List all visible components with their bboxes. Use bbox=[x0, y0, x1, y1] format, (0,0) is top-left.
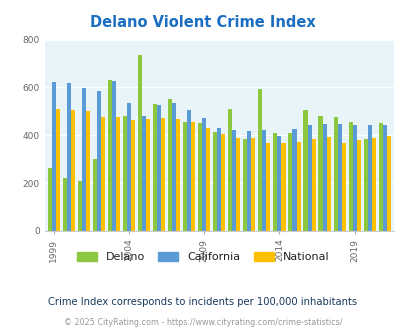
Bar bbox=[348, 122, 352, 231]
Bar bbox=[146, 119, 150, 231]
Bar bbox=[367, 125, 371, 231]
Bar bbox=[232, 130, 236, 231]
Bar bbox=[266, 143, 270, 231]
Bar bbox=[333, 117, 337, 231]
Bar bbox=[341, 143, 345, 231]
Bar bbox=[352, 125, 356, 231]
Bar bbox=[187, 110, 191, 231]
Bar bbox=[66, 83, 70, 231]
Bar bbox=[356, 140, 360, 231]
Bar bbox=[371, 138, 375, 231]
Bar bbox=[131, 120, 135, 231]
Bar bbox=[382, 124, 386, 231]
Text: Crime Index corresponds to incidents per 100,000 inhabitants: Crime Index corresponds to incidents per… bbox=[48, 297, 357, 307]
Bar bbox=[62, 178, 66, 231]
Bar bbox=[318, 116, 322, 231]
Bar bbox=[51, 82, 55, 231]
Bar bbox=[92, 159, 96, 231]
Bar bbox=[378, 123, 382, 231]
Bar bbox=[221, 134, 225, 231]
Bar bbox=[142, 116, 146, 231]
Bar bbox=[176, 119, 180, 231]
Bar bbox=[292, 129, 296, 231]
Bar bbox=[296, 142, 300, 231]
Bar bbox=[112, 82, 116, 231]
Bar bbox=[236, 138, 240, 231]
Bar bbox=[138, 55, 142, 231]
Bar bbox=[247, 131, 251, 231]
Bar bbox=[161, 117, 165, 231]
Bar bbox=[262, 130, 266, 231]
Bar bbox=[217, 128, 221, 231]
Bar bbox=[123, 116, 127, 231]
Bar bbox=[386, 137, 390, 231]
Bar bbox=[127, 103, 131, 231]
Bar bbox=[273, 133, 277, 231]
Bar bbox=[96, 91, 100, 231]
Bar bbox=[70, 110, 75, 231]
Bar bbox=[281, 144, 285, 231]
Legend: Delano, California, National: Delano, California, National bbox=[72, 248, 333, 267]
Text: Delano Violent Crime Index: Delano Violent Crime Index bbox=[90, 15, 315, 30]
Bar bbox=[100, 117, 104, 231]
Bar bbox=[116, 117, 120, 231]
Bar bbox=[198, 123, 202, 231]
Bar bbox=[108, 80, 112, 231]
Bar bbox=[288, 133, 292, 231]
Bar bbox=[157, 105, 161, 231]
Bar bbox=[251, 138, 255, 231]
Bar bbox=[307, 124, 311, 231]
Bar bbox=[311, 139, 315, 231]
Bar bbox=[81, 88, 85, 231]
Bar bbox=[202, 117, 206, 231]
Bar bbox=[172, 104, 176, 231]
Bar bbox=[326, 137, 330, 231]
Bar bbox=[168, 99, 172, 231]
Bar bbox=[213, 132, 217, 231]
Bar bbox=[322, 123, 326, 231]
Bar bbox=[55, 110, 60, 231]
Bar bbox=[206, 128, 210, 231]
Bar bbox=[243, 139, 247, 231]
Bar bbox=[277, 136, 281, 231]
Text: © 2025 CityRating.com - https://www.cityrating.com/crime-statistics/: © 2025 CityRating.com - https://www.city… bbox=[64, 318, 341, 327]
Bar bbox=[183, 122, 187, 231]
Bar bbox=[337, 123, 341, 231]
Bar bbox=[77, 181, 81, 231]
Bar bbox=[191, 122, 195, 231]
Bar bbox=[85, 112, 90, 231]
Bar bbox=[228, 109, 232, 231]
Bar bbox=[303, 110, 307, 231]
Bar bbox=[258, 89, 262, 231]
Bar bbox=[47, 168, 51, 231]
Bar bbox=[153, 104, 157, 231]
Bar bbox=[363, 139, 367, 231]
